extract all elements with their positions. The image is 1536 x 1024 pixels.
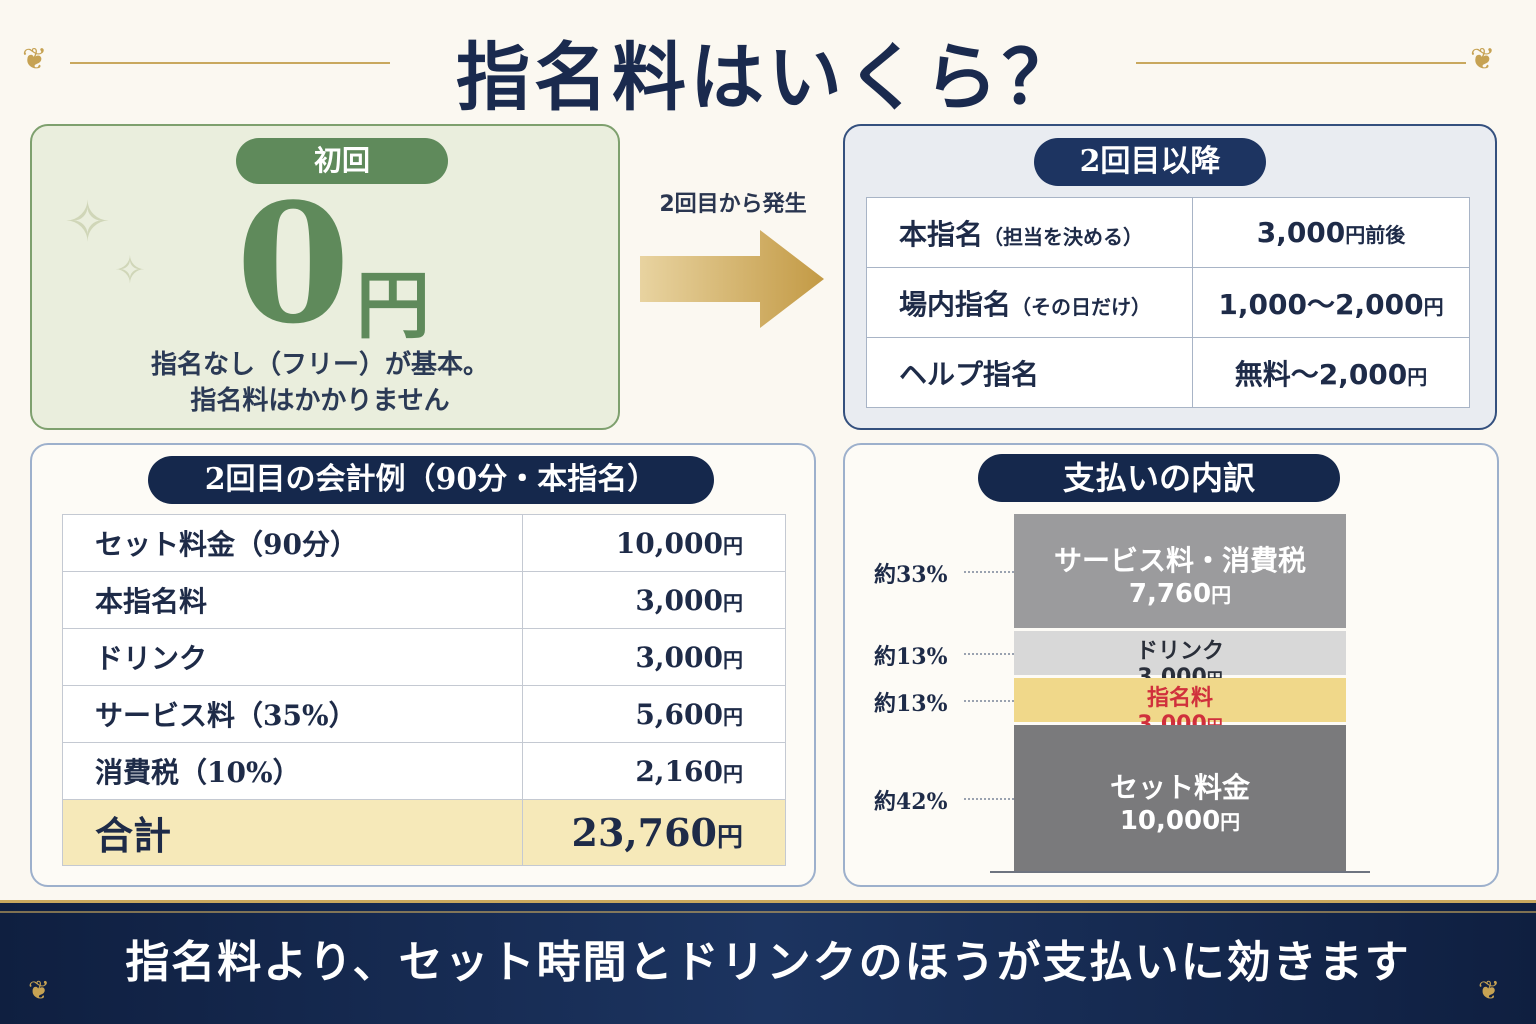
table-row: セット料金（90分） 10,000円 <box>62 514 786 572</box>
bill-item-unit: 円 <box>723 647 743 672</box>
bill-total-unit: 円 <box>716 823 743 853</box>
segment-leader-line <box>964 699 1014 702</box>
bill-item-name: ドリンク <box>62 628 523 686</box>
nomination-fee-table: 本指名（担当を決める） 3,000円前後 場内指名（その日だけ） 1,000〜2… <box>866 197 1470 408</box>
footer-banner <box>0 900 1536 1024</box>
segment-label: ドリンク <box>1135 638 1224 664</box>
table-row-total: 合計 23,760円 <box>62 799 786 866</box>
first-visit-note-1: 指名なし（フリー）が基本。 <box>150 350 489 380</box>
title-rule-left <box>70 62 390 64</box>
breakdown-segment: セット料金 10,000円 <box>1014 724 1346 871</box>
fee-unit: 円 <box>1345 223 1366 247</box>
segment-leader-line <box>964 797 1014 800</box>
flourish-left-icon: ❦ <box>22 42 48 77</box>
segment-percent: 約13% <box>874 643 948 670</box>
bill-item-name: サービス料（35%） <box>62 685 523 743</box>
first-visit-note-2: 指名料はかかりません <box>190 386 450 416</box>
right-arrow-icon <box>640 230 824 328</box>
bill-total-amount: 23,760 <box>571 810 717 855</box>
sparkle-large-icon: ✧ <box>64 190 111 255</box>
segment-leader-line <box>964 652 1014 655</box>
table-row: 場内指名（その日だけ） 1,000〜2,000円 <box>866 267 1470 338</box>
arrow-label: 2回目から発生 <box>659 192 807 217</box>
bill-example-badge: 2回目の会計例（90分・本指名） <box>148 456 714 504</box>
segment-percent: 約33% <box>874 561 948 588</box>
breakdown-baseline <box>990 871 1370 873</box>
footer-message: 指名料より、セット時間とドリンクのほうが支払いに効きます <box>125 937 1411 988</box>
segment-label: セット料金 <box>1109 770 1250 804</box>
fee-amount: 1,000〜2,000 <box>1218 287 1424 321</box>
segment-percent: 約42% <box>874 788 948 815</box>
table-row: 消費税（10%） 2,160円 <box>62 742 786 800</box>
bill-item-unit: 円 <box>723 761 743 786</box>
breakdown-badge: 支払いの内訳 <box>978 454 1340 502</box>
bill-item-amount: 3,000 <box>635 640 723 674</box>
segment-percent: 約13% <box>874 690 948 717</box>
bill-item-name: 消費税（10%） <box>62 742 523 800</box>
breakdown-segment: サービス料・消費税 7,760円 <box>1014 514 1346 628</box>
bill-item-unit: 円 <box>723 590 743 615</box>
segment-amount: 7,760円 <box>1128 578 1232 609</box>
fee-amount: 3,000 <box>1256 216 1346 249</box>
fee-name: 場内指名 <box>899 287 1012 321</box>
table-row: ヘルプ指名 無料〜2,000円 <box>866 337 1470 408</box>
flourish-footer-right-icon: ❦ <box>1478 976 1500 1006</box>
bill-example-table: セット料金（90分） 10,000円 本指名料 3,000円 ドリンク 3,000円 … <box>62 514 786 866</box>
table-row: 本指名料 3,000円 <box>62 571 786 629</box>
second-visit-badge: 2回目以降 <box>1034 138 1266 186</box>
flourish-right-icon: ❦ <box>1470 42 1496 77</box>
bill-item-amount: 2,160 <box>635 754 723 788</box>
segment-leader-line <box>964 570 1014 573</box>
bill-item-amount: 10,000 <box>615 526 723 560</box>
fee-amount: 無料〜2,000 <box>1234 357 1408 391</box>
bill-item-amount: 3,000 <box>635 583 723 617</box>
bill-item-name: 本指名料 <box>62 571 523 629</box>
bill-item-unit: 円 <box>723 704 743 729</box>
fee-unit: 円 <box>1423 294 1444 319</box>
sparkle-small-icon: ✧ <box>114 248 146 292</box>
fee-subnote: （その日だけ） <box>1011 294 1152 319</box>
fee-suffix: 前後 <box>1365 223 1406 247</box>
fee-subnote: （担当を決める） <box>983 224 1144 249</box>
bill-item-amount: 5,600 <box>635 697 723 731</box>
segment-amount: 10,000円 <box>1119 805 1241 836</box>
first-visit-amount: 0 <box>236 167 351 360</box>
flourish-footer-left-icon: ❦ <box>28 976 50 1006</box>
fee-name: 本指名 <box>899 217 984 251</box>
segment-label: サービス料・消費税 <box>1053 543 1306 577</box>
table-row: サービス料（35%） 5,600円 <box>62 685 786 743</box>
first-visit-badge: 初回 <box>236 138 448 184</box>
first-visit-unit: 円 <box>356 263 430 349</box>
fee-unit: 円 <box>1407 364 1428 389</box>
bill-total-name: 合計 <box>62 799 523 866</box>
bill-item-unit: 円 <box>723 533 743 558</box>
table-row: 本指名（担当を決める） 3,000円前後 <box>866 197 1470 268</box>
bill-item-name: セット料金（90分） <box>62 514 523 572</box>
segment-label: 指名料 <box>1146 685 1213 711</box>
title-rule-right <box>1136 62 1466 64</box>
page-title: 指名料はいくら？ <box>456 35 1080 121</box>
fee-name: ヘルプ指名 <box>899 357 1040 391</box>
table-row: ドリンク 3,000円 <box>62 628 786 686</box>
